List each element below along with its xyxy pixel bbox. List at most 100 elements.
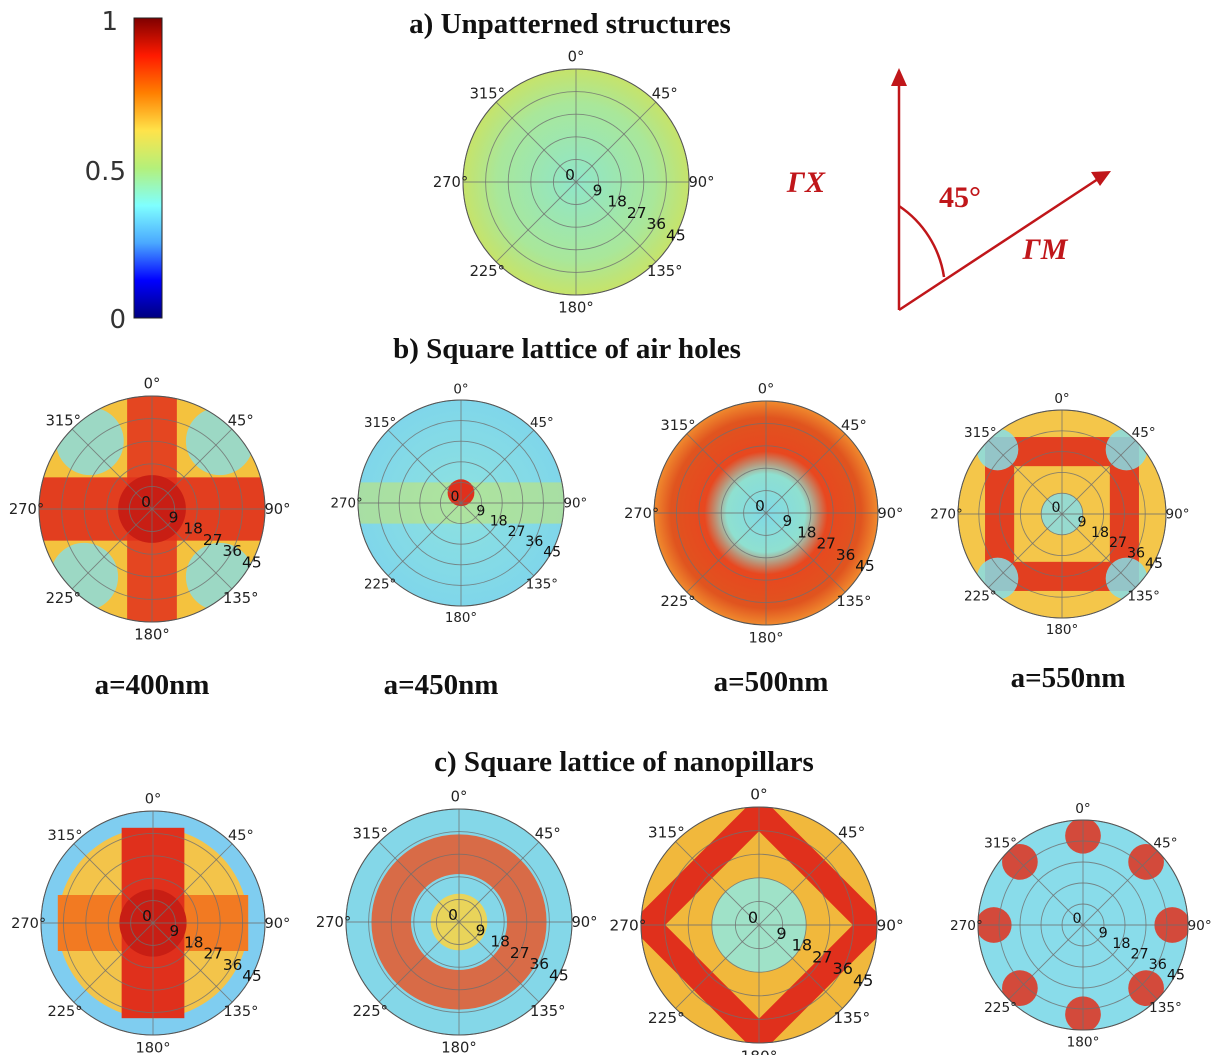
polar-spoke xyxy=(1008,924,1084,1000)
polar-spoke xyxy=(71,428,153,510)
angle-label: 315° xyxy=(48,827,83,844)
angle-label: 135° xyxy=(223,1003,258,1020)
angle-label: 270° xyxy=(433,174,468,191)
angle-label: 270° xyxy=(610,916,647,934)
polar-spoke xyxy=(458,921,540,1003)
radial-label: 45 xyxy=(666,227,686,245)
angle-label: 225° xyxy=(48,1003,83,1020)
angle-label: 90° xyxy=(1166,507,1190,523)
angle-label: 315° xyxy=(661,417,696,434)
polar-spoke xyxy=(765,433,846,514)
angle-label: 315° xyxy=(648,824,685,842)
angle-label: 180° xyxy=(741,1047,778,1055)
radial-label: 18 xyxy=(490,933,510,951)
angle-label: 90° xyxy=(876,916,903,934)
polar-outline xyxy=(640,806,878,1044)
angle-label: 45° xyxy=(841,417,867,434)
direction-diagram xyxy=(891,68,1111,312)
polar-outline xyxy=(462,68,690,296)
radial-label: 27 xyxy=(1109,535,1127,551)
radial-label: 36 xyxy=(222,542,242,560)
radial-label: 18 xyxy=(490,514,508,530)
radial-label: 0 xyxy=(451,489,460,505)
angle-label: 225° xyxy=(648,1009,685,1027)
radial-label: 45 xyxy=(242,967,261,985)
gamma-x-arrowhead xyxy=(891,68,907,86)
polar-spoke xyxy=(575,181,657,263)
angle-label: 135° xyxy=(530,1003,565,1020)
angle-label: 135° xyxy=(526,578,558,593)
radial-label: 0 xyxy=(565,166,575,184)
polar-spoke xyxy=(378,921,460,1003)
polar-spoke xyxy=(151,428,233,510)
radial-label: 36 xyxy=(646,215,666,233)
polar-spoke xyxy=(378,841,460,923)
angle-label: 45° xyxy=(652,85,678,102)
colorbar-tick-05: 0.5 xyxy=(85,157,126,187)
gamma-m-arrowhead xyxy=(1091,171,1111,186)
angle-label: 45° xyxy=(939,181,981,214)
polar-spoke xyxy=(686,512,767,593)
polar-spoke xyxy=(675,841,760,926)
polar-spoke xyxy=(1061,513,1136,588)
title-unpatterned: a) Unpatterned structures xyxy=(409,8,731,40)
radial-label: 9 xyxy=(776,924,786,943)
radial-label: 27 xyxy=(203,945,222,963)
angle-label: 180° xyxy=(135,1039,170,1055)
angle-label: 270° xyxy=(930,507,963,523)
radial-label: 27 xyxy=(510,944,530,962)
radial-label: 0 xyxy=(748,908,758,927)
angle-label: 225° xyxy=(964,588,997,604)
angle-label: 0° xyxy=(1075,801,1091,817)
radial-label: 36 xyxy=(1149,957,1167,973)
angle-label: 90° xyxy=(877,505,903,522)
radial-label: 45 xyxy=(242,554,262,572)
angle-label: 90° xyxy=(688,174,714,191)
angle-label: 135° xyxy=(833,1009,870,1027)
radial-label: 36 xyxy=(223,956,242,974)
gamma-m-arrow xyxy=(898,177,1099,312)
title-nanopillars: c) Square lattice of nanopillars xyxy=(434,746,814,778)
radial-label: 36 xyxy=(529,955,549,973)
radial-label: 45 xyxy=(1145,556,1163,572)
angle-label: 225° xyxy=(984,1000,1017,1016)
radial-label: 45 xyxy=(1167,968,1185,984)
angle-label: 135° xyxy=(1149,1000,1182,1016)
angle-label: 0° xyxy=(750,785,767,803)
polar-spoke xyxy=(758,841,843,926)
polar-spoke xyxy=(387,502,462,577)
angle-label: 135° xyxy=(647,263,682,280)
angle-label: 270° xyxy=(950,918,983,934)
title-air-holes: b) Square lattice of air holes xyxy=(393,333,741,365)
radial-label: 9 xyxy=(476,921,486,939)
gamma-x-label: ΓX xyxy=(786,166,826,199)
angle-label: 315° xyxy=(353,825,388,842)
radial-label: 9 xyxy=(476,503,485,519)
angle-label: 0° xyxy=(453,382,468,397)
angle-label: 135° xyxy=(836,593,871,610)
radial-label: 0 xyxy=(142,907,152,925)
angle-label: 180° xyxy=(558,300,593,317)
angle-label: 225° xyxy=(353,1003,388,1020)
angle-label: 0° xyxy=(145,791,162,808)
label-a450: a=450nm xyxy=(384,669,499,701)
radial-label: 27 xyxy=(203,531,223,549)
angle-label: 225° xyxy=(46,590,81,607)
polar-spoke xyxy=(495,101,577,183)
radial-label: 45 xyxy=(543,545,561,561)
radial-label: 27 xyxy=(627,204,647,222)
angle-label: 45° xyxy=(1132,425,1156,441)
angle-label: 45° xyxy=(838,824,865,842)
radial-label: 45 xyxy=(549,967,569,985)
radial-label: 27 xyxy=(812,947,832,966)
angle-label: 0° xyxy=(568,49,585,66)
radial-label: 0 xyxy=(755,497,765,515)
radial-label: 18 xyxy=(183,520,203,538)
angle-label: 315° xyxy=(46,412,81,429)
angle-label: 270° xyxy=(11,915,46,932)
angle-label: 270° xyxy=(624,505,659,522)
